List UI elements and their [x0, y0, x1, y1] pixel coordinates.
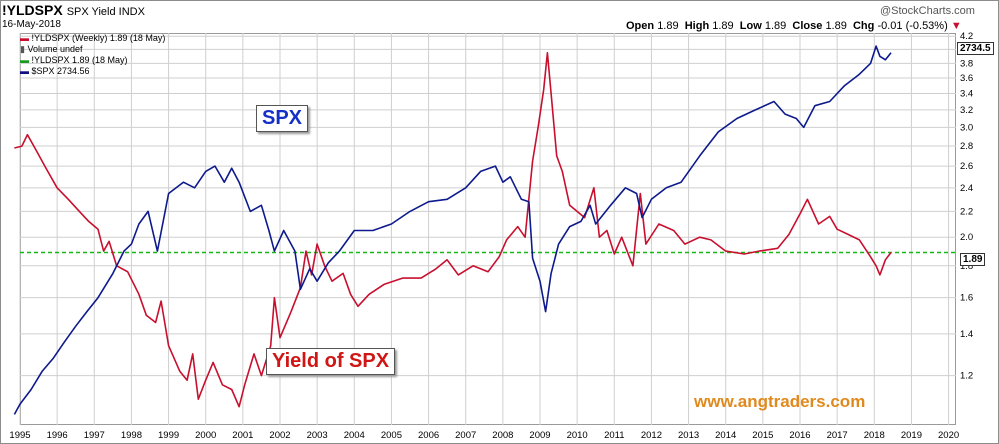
- x-tick-label: 2013: [678, 430, 699, 441]
- x-tick-label: 2005: [381, 430, 402, 441]
- x-tick-label: 1999: [158, 430, 179, 441]
- spx-label: SPX: [256, 105, 309, 132]
- legend-entry-volume: ▮ Volume undef: [20, 44, 83, 54]
- y-tick-label: 3.4: [960, 88, 973, 99]
- y-tick-label: 1.4: [960, 329, 973, 340]
- x-tick-label: 2011: [604, 430, 624, 441]
- y-tick-label: 1.6: [960, 293, 973, 304]
- x-tick-label: 2012: [641, 430, 662, 441]
- x-tick-label: 2002: [269, 430, 290, 441]
- y-tick-label: 2.0: [960, 232, 973, 243]
- y-tick-label: 1.2: [960, 371, 973, 382]
- x-tick-label: 2009: [529, 430, 550, 441]
- x-tick-label: 2019: [901, 430, 922, 441]
- chart-title: !YLDSPX SPX Yield INDX: [2, 2, 145, 18]
- y-tick-label: 3.8: [960, 58, 973, 69]
- x-tick-label: 1996: [47, 430, 68, 441]
- yield-last-price-tag: 1.89: [960, 253, 986, 266]
- y-tick-label: 4.2: [960, 31, 973, 42]
- x-tick-label: 2003: [307, 430, 328, 441]
- x-tick-label: 1998: [121, 430, 142, 441]
- x-tick-label: 2017: [827, 430, 848, 441]
- x-tick-label: 2008: [492, 430, 513, 441]
- x-tick-label: 2016: [789, 430, 810, 441]
- y-tick-label: 3.6: [960, 73, 973, 84]
- x-tick-label: 2000: [195, 430, 216, 441]
- y-tick-label: 3.0: [960, 122, 973, 133]
- watermark: www.angtraders.com: [694, 392, 866, 411]
- y-tick-label: 2.4: [960, 183, 973, 194]
- symbol-name: SPX Yield INDX: [66, 6, 145, 18]
- x-tick-label: 2020: [938, 430, 959, 441]
- legend-entry-yield-weekly: ▬ !YLDSPX (Weekly) 1.89 (18 May): [20, 33, 166, 43]
- y-tick-label: 2.8: [960, 141, 973, 152]
- yield-label: Yield of SPX: [266, 348, 396, 375]
- x-tick-label: 2014: [715, 430, 736, 441]
- y-tick-label: 2.2: [960, 206, 973, 217]
- y-tick-label: 2.6: [960, 161, 973, 172]
- brand-logo: @StockCharts.com: [880, 5, 975, 17]
- chart-date: 16-May-2018: [2, 19, 61, 30]
- y-tick-label: 1.8: [960, 261, 973, 272]
- legend: ▬ !YLDSPX (Weekly) 1.89 (18 May) ▮ Volum…: [20, 33, 165, 77]
- x-tick-label: 2018: [864, 430, 885, 441]
- legend-entry-yield-reference: ▬ !YLDSPX 1.89 (18 May): [20, 55, 128, 65]
- x-tick-label: 2007: [455, 430, 476, 441]
- spx-last-price-tag: 2734.5: [957, 42, 994, 55]
- legend-entry-spx: ▬ $SPX 2734.56: [20, 66, 90, 76]
- yield-series-line: [14, 52, 892, 408]
- x-tick-label: 2004: [344, 430, 365, 441]
- down-arrow-icon: ▼: [950, 20, 962, 32]
- x-tick-label: 2015: [752, 430, 773, 441]
- x-tick-label: 1995: [9, 430, 30, 441]
- spx-series-line: [13, 45, 892, 415]
- x-tick-label: 2001: [232, 430, 253, 441]
- y-tick-label: 3.2: [960, 105, 973, 116]
- x-tick-label: 1997: [84, 430, 105, 441]
- x-tick-label: 2010: [567, 430, 588, 441]
- x-tick-label: 2006: [418, 430, 439, 441]
- ohlc-quote: Open 1.89 High 1.89 Low 1.89 Close 1.89 …: [626, 20, 962, 32]
